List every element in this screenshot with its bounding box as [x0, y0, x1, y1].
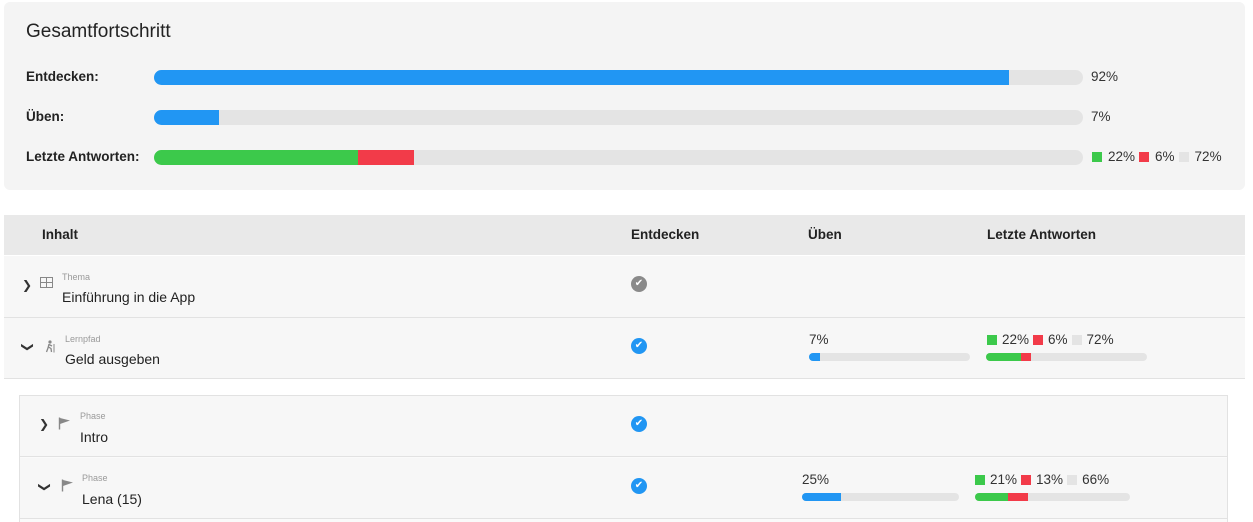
overall-row-answers: Letzte Antworten: 22% 6% 72% — [4, 148, 1245, 166]
answers-progress-bar — [986, 353, 1147, 361]
correct-swatch — [987, 334, 997, 345]
open-percent: 72% — [1086, 332, 1114, 347]
header-content: Inhalt — [42, 227, 78, 242]
row-type: Thema — [62, 272, 91, 282]
practice-percent: 7% — [809, 332, 829, 347]
wrong-swatch — [1021, 474, 1032, 485]
checkmark-icon: ✔ — [631, 276, 647, 292]
practice-percent: 7% — [1091, 109, 1111, 124]
discover-label: Entdecken: — [26, 69, 99, 84]
overall-title: Gesamtfortschritt — [26, 21, 171, 42]
overall-row-practice: Üben: 7% — [4, 108, 1245, 126]
wrong-swatch — [1139, 152, 1150, 162]
answers-progress-bar — [975, 493, 1130, 501]
discover-progress-bar — [154, 70, 1083, 85]
wrong-percent: 6% — [1155, 149, 1175, 164]
table-header: Inhalt Entdecken Üben Letzte Antworten — [4, 215, 1245, 255]
row-name: Geld ausgeben — [65, 351, 160, 367]
chevron-right-icon[interactable]: ❯ — [21, 278, 33, 292]
flag-icon — [58, 417, 71, 433]
wrong-percent: 6% — [1048, 332, 1068, 347]
chevron-down-icon[interactable]: ❯ — [21, 341, 35, 353]
answers-label: Letzte Antworten: — [26, 149, 140, 164]
practice-progress-fill — [809, 353, 821, 361]
header-practice: Üben — [808, 227, 842, 242]
answers-legend: 22% 6% 72% — [987, 332, 1118, 347]
answers-legend: 22% 6% 72% — [1092, 148, 1226, 166]
practice-progress-bar — [809, 353, 970, 361]
hiker-icon — [44, 340, 56, 356]
overall-row-discover: Entdecken: 92% — [4, 68, 1245, 86]
practice-progress-fill — [154, 110, 220, 125]
grid-icon — [40, 277, 53, 291]
answers-correct-fill — [975, 493, 1008, 501]
wrong-percent: 13% — [1036, 472, 1064, 487]
table-row-topic[interactable]: ❯ Thema Einführung in die App ✔ — [4, 256, 1245, 318]
checkmark-icon: ✔ — [631, 338, 647, 354]
correct-percent: 21% — [990, 472, 1018, 487]
row-type: Phase — [82, 473, 108, 483]
row-name: Lena (15) — [82, 491, 142, 507]
open-percent: 66% — [1082, 472, 1110, 487]
practice-progress-bar — [154, 110, 1083, 125]
practice-progress-fill — [802, 493, 842, 501]
table-row-phase-intro[interactable]: ❯ Phase Intro ✔ — [20, 396, 1227, 457]
practice-label: Üben: — [26, 109, 65, 124]
wrong-swatch — [1033, 334, 1044, 345]
answers-progress-bar — [154, 150, 1083, 165]
answers-legend: 21% 13% 66% — [975, 472, 1113, 487]
table-row-learning-path[interactable]: ❯ Lernpfad Geld ausgeben ✔ 7% 22% 6% 72% — [4, 318, 1245, 379]
overall-progress-panel: Gesamtfortschritt Entdecken: 92% Üben: 7… — [4, 2, 1245, 190]
open-swatch — [1178, 152, 1189, 162]
discover-percent: 92% — [1091, 69, 1119, 84]
answers-correct-fill — [986, 353, 1022, 361]
answers-correct-fill — [154, 150, 359, 165]
row-name: Intro — [80, 429, 109, 445]
open-swatch — [1067, 474, 1078, 485]
open-swatch — [1071, 334, 1082, 345]
row-name: Einführung in die App — [62, 289, 196, 305]
practice-percent: 25% — [802, 472, 830, 487]
checkmark-icon: ✔ — [631, 478, 647, 494]
header-discover: Entdecken — [631, 227, 700, 242]
correct-swatch — [975, 474, 985, 485]
correct-percent: 22% — [1002, 332, 1030, 347]
chevron-right-icon[interactable]: ❯ — [38, 417, 50, 431]
flag-icon — [61, 479, 74, 495]
answers-wrong-fill — [1007, 493, 1028, 501]
answers-wrong-fill — [358, 150, 415, 165]
correct-swatch — [1092, 152, 1102, 162]
row-type: Phase — [80, 411, 106, 421]
practice-progress-bar — [802, 493, 959, 501]
open-percent: 72% — [1194, 149, 1222, 164]
correct-percent: 22% — [1108, 149, 1136, 164]
chevron-down-icon[interactable]: ❯ — [38, 481, 52, 493]
answers-wrong-fill — [1021, 353, 1032, 361]
row-type: Lernpfad — [65, 334, 101, 344]
discover-progress-fill — [154, 70, 1009, 85]
checkmark-icon: ✔ — [631, 416, 647, 432]
table-row-phase-lena[interactable]: ❯ Phase Lena (15) ✔ 25% 21% 13% 66% — [20, 458, 1227, 519]
header-answers: Letzte Antworten — [987, 227, 1096, 242]
